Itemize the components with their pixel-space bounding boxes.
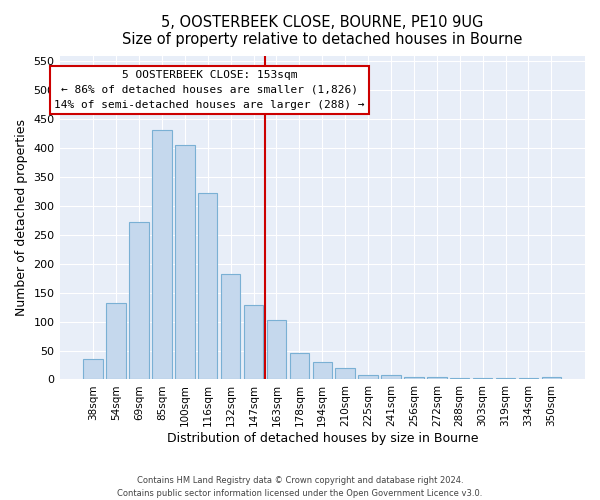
Bar — [152, 130, 172, 380]
Bar — [106, 302, 126, 380]
Bar — [175, 145, 194, 380]
Bar — [290, 353, 309, 380]
Bar — [83, 359, 103, 380]
Text: 5 OOSTERBEEK CLOSE: 153sqm
← 86% of detached houses are smaller (1,826)
14% of s: 5 OOSTERBEEK CLOSE: 153sqm ← 86% of deta… — [54, 70, 365, 110]
Bar — [542, 376, 561, 380]
Text: Contains HM Land Registry data © Crown copyright and database right 2024.
Contai: Contains HM Land Registry data © Crown c… — [118, 476, 482, 498]
Bar — [267, 320, 286, 380]
Bar — [496, 378, 515, 380]
Bar — [358, 375, 378, 380]
Bar — [519, 378, 538, 380]
Bar — [473, 378, 493, 380]
Bar — [381, 375, 401, 380]
Bar — [450, 378, 469, 380]
Bar — [221, 274, 241, 380]
Y-axis label: Number of detached properties: Number of detached properties — [15, 119, 28, 316]
X-axis label: Distribution of detached houses by size in Bourne: Distribution of detached houses by size … — [167, 432, 478, 445]
Bar — [335, 368, 355, 380]
Bar — [313, 362, 332, 380]
Bar — [404, 376, 424, 380]
Title: 5, OOSTERBEEK CLOSE, BOURNE, PE10 9UG
Size of property relative to detached hous: 5, OOSTERBEEK CLOSE, BOURNE, PE10 9UG Si… — [122, 15, 523, 48]
Bar — [427, 376, 446, 380]
Bar — [129, 222, 149, 380]
Bar — [244, 306, 263, 380]
Bar — [198, 192, 217, 380]
